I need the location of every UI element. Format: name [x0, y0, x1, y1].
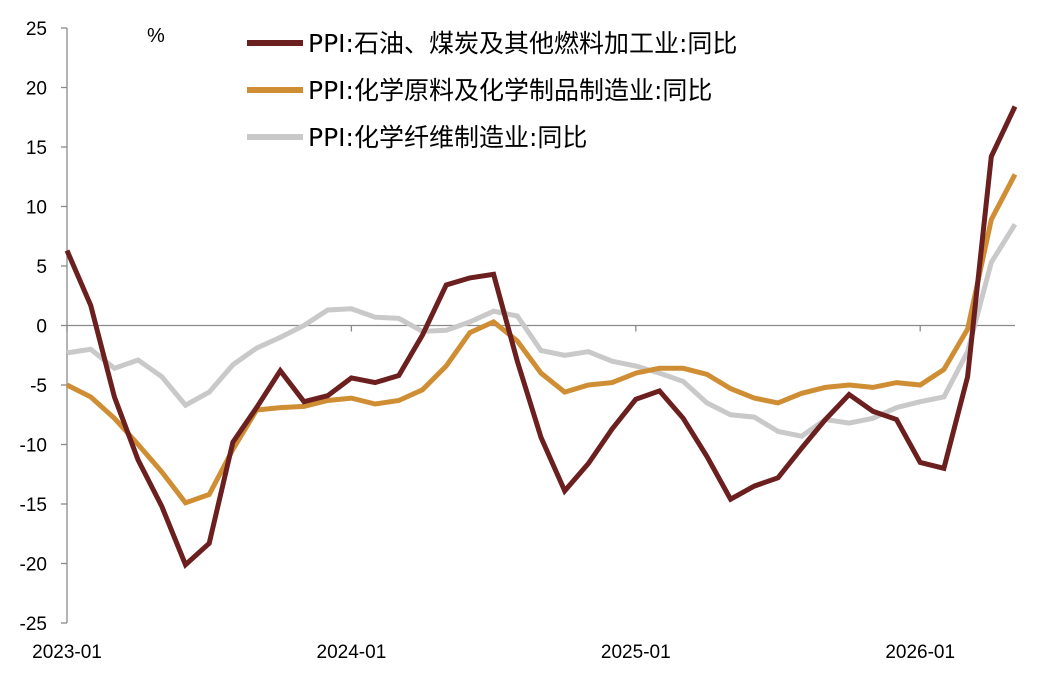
series-line-3	[66, 222, 1018, 439]
series-line-2	[65, 173, 1018, 506]
x-tick-label: 2023-01	[32, 642, 102, 663]
y-tick-label: 0	[36, 317, 47, 338]
y-tick-label: 15	[26, 138, 47, 159]
legend-label-3: PPI:化学纤维制造业:同比	[308, 123, 587, 152]
legend-label-1: PPI:石油、煤炭及其他燃料加工业:同比	[308, 29, 737, 58]
y-tick-label: 5	[36, 257, 47, 278]
x-tick-label: 2024-01	[317, 642, 387, 663]
y-tick-label: 20	[26, 79, 47, 100]
y-axis: 25 20 15 10 5 0 -5 -10 -15 -20 -25	[20, 19, 68, 635]
y-tick-label: -10	[20, 436, 47, 457]
y-tick-label: -20	[20, 555, 47, 576]
y-unit-label: %	[147, 25, 165, 47]
y-tick-label: -15	[20, 495, 47, 516]
y-tick-label: 10	[26, 198, 47, 219]
legend: PPI:石油、煤炭及其他燃料加工业:同比 PPI:化学原料及化学制品制造业:同比 P…	[247, 29, 737, 152]
y-tick-label: -25	[20, 614, 47, 635]
y-tick-label: 25	[26, 19, 47, 40]
series-line-1	[64, 105, 1018, 569]
y-tick-label: -5	[30, 376, 47, 397]
series-lines	[64, 105, 1018, 569]
x-axis: 2023-01 2024-01 2025-01 2026-01	[32, 324, 1015, 663]
legend-label-2: PPI:化学原料及化学制品制造业:同比	[308, 76, 712, 105]
x-tick-label: 2026-01	[885, 642, 955, 663]
x-tick-label: 2025-01	[601, 642, 671, 663]
